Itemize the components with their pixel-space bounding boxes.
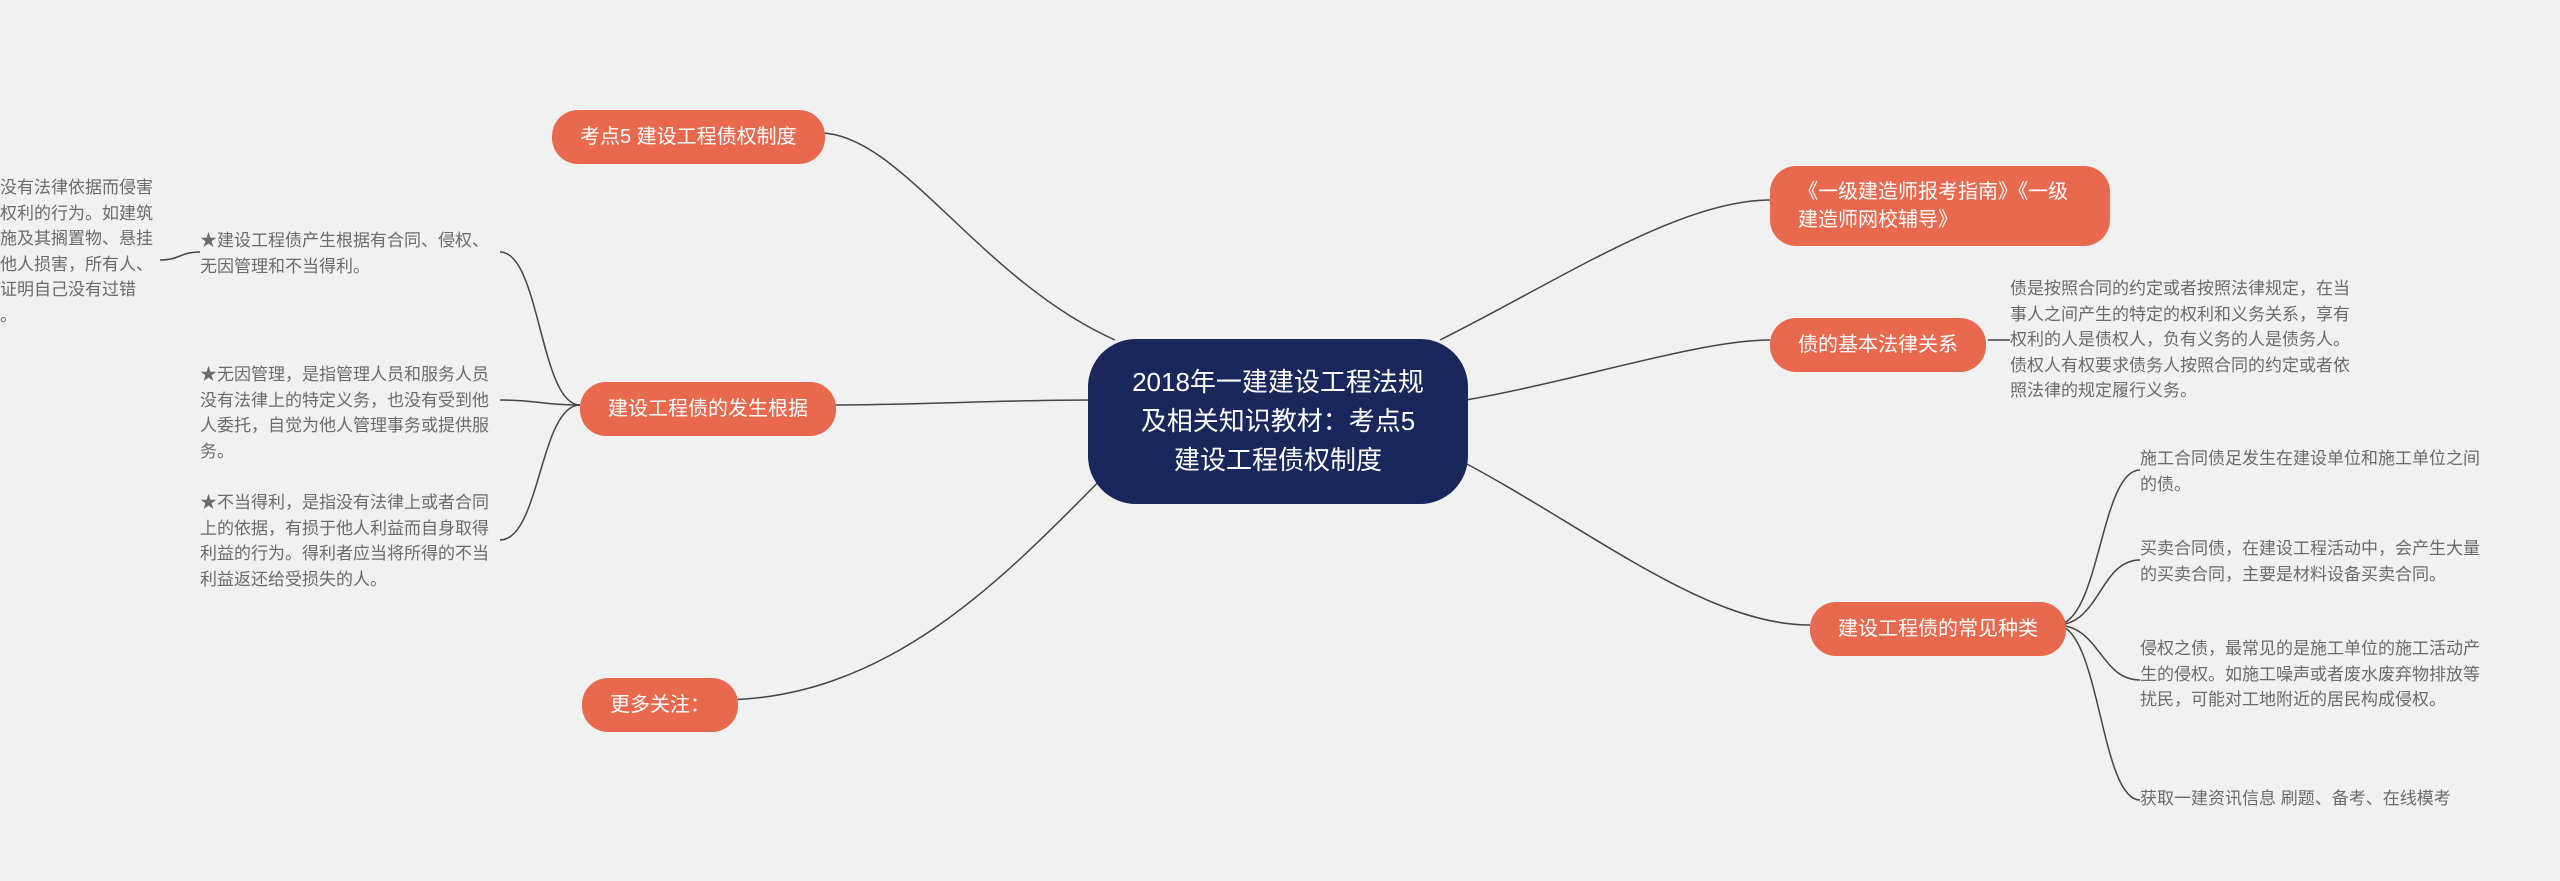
center-node: 2018年一建建设工程法规 及相关知识教材：考点5 建设工程债权制度 — [1088, 339, 1468, 504]
left-branch-2-leaf-1: ★建设工程债产生根据有合同、侵权、无因管理和不当得利。 — [200, 228, 500, 279]
left-branch-3-label: 更多关注： — [610, 694, 710, 716]
right-branch-3-label: 建设工程债的常见种类 — [1838, 618, 2038, 640]
left-branch-3: 更多关注： — [582, 678, 738, 732]
right-branch-2-label: 债的基本法律关系 — [1798, 334, 1958, 356]
right-branch-1-label: 《一级建造师报考指南》《一级建造师网校辅导》 — [1798, 181, 2068, 231]
left-branch-2-subleaf: 侵权，是指公民或法人没有法律依据而侵害他人的财产权利或人身权利的行为。如建筑物、… — [0, 175, 160, 328]
left-branch-1-label: 考点5 建设工程债权制度 — [580, 126, 797, 148]
center-line2: 及相关知识教材：考点5 — [1141, 406, 1415, 436]
left-branch-2-leaf-2: ★无因管理，是指管理人员和服务人员没有法律上的特定义务，也没有受到他人委托，自觉… — [200, 362, 500, 464]
left-branch-1: 考点5 建设工程债权制度 — [552, 110, 825, 164]
left-branch-2: 建设工程债的发生根据 — [580, 382, 836, 436]
right-branch-2-leaf: 债是按照合同的约定或者按照法律规定，在当事人之间产生的特定的权利和义务关系，享有… — [2010, 276, 2360, 404]
left-branch-2-leaf-3: ★不当得利，是指没有法律上或者合同上的依据，有损于他人利益而自身取得利益的行为。… — [200, 490, 500, 592]
left-branch-2-label: 建设工程债的发生根据 — [608, 398, 808, 420]
right-branch-2: 债的基本法律关系 — [1770, 318, 1986, 372]
right-branch-3-leaf-2: 买卖合同债，在建设工程活动中，会产生大量的买卖合同，主要是材料设备买卖合同。 — [2140, 536, 2480, 587]
center-line3: 建设工程债权制度 — [1174, 445, 1382, 475]
center-line1: 2018年一建建设工程法规 — [1132, 367, 1424, 397]
right-branch-1: 《一级建造师报考指南》《一级建造师网校辅导》 — [1770, 166, 2110, 246]
right-branch-3-leaf-3: 侵权之债，最常见的是施工单位的施工活动产生的侵权。如施工噪声或者废水废弃物排放等… — [2140, 636, 2480, 713]
right-branch-3-leaf-1: 施工合同债足发生在建设单位和施工单位之间的债。 — [2140, 446, 2480, 497]
right-branch-3-leaf-4: 获取一建资讯信息 刷题、备考、在线模考 — [2140, 786, 2480, 812]
right-branch-3: 建设工程债的常见种类 — [1810, 602, 2066, 656]
